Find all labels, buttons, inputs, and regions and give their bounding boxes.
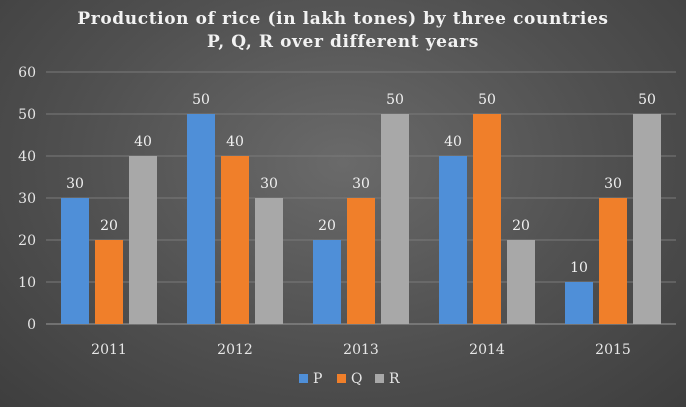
data-label: 20	[100, 218, 118, 234]
y-tick-label: 20	[18, 233, 36, 249]
data-label: 20	[512, 218, 530, 234]
legend-label-R: R	[389, 371, 400, 387]
y-tick-label: 30	[18, 191, 36, 207]
legend-label-Q: Q	[351, 371, 362, 387]
bar-Q-2011	[95, 240, 123, 324]
data-label: 50	[192, 92, 210, 108]
data-label: 30	[352, 176, 370, 192]
chart-title-line-1: Production of rice (in lakh tones) by th…	[77, 9, 609, 29]
data-label: 30	[260, 176, 278, 192]
bar-Q-2012	[221, 156, 249, 324]
y-tick-label: 60	[18, 65, 36, 81]
data-label: 40	[134, 134, 152, 150]
bar-R-2013	[381, 114, 409, 324]
data-label: 50	[638, 92, 656, 108]
bar-R-2014	[507, 240, 535, 324]
bar-P-2012	[187, 114, 215, 324]
bar-R-2012	[255, 198, 283, 324]
y-tick-label: 40	[18, 149, 36, 165]
x-tick-label: 2012	[217, 342, 253, 358]
legend-swatch-P	[299, 374, 308, 383]
data-label: 30	[604, 176, 622, 192]
data-label: 40	[444, 134, 462, 150]
data-label: 20	[318, 218, 336, 234]
chart-title-line-2: P, Q, R over different years	[207, 32, 479, 52]
bar-P-2011	[61, 198, 89, 324]
data-label: 30	[66, 176, 84, 192]
bar-Q-2014	[473, 114, 501, 324]
data-label: 50	[478, 92, 496, 108]
bar-Q-2015	[599, 198, 627, 324]
bar-P-2014	[439, 156, 467, 324]
y-tick-label: 10	[18, 275, 36, 291]
x-tick-label: 2011	[91, 342, 127, 358]
data-label: 50	[386, 92, 404, 108]
bar-Q-2013	[347, 198, 375, 324]
bar-R-2015	[633, 114, 661, 324]
data-label: 40	[226, 134, 244, 150]
bar-R-2011	[129, 156, 157, 324]
bar-P-2013	[313, 240, 341, 324]
chart-title: Production of rice (in lakh tones) by th…	[0, 8, 686, 54]
legend-label-P: P	[313, 371, 322, 387]
legend-swatch-R	[375, 374, 384, 383]
y-tick-label: 50	[18, 107, 36, 123]
bar-P-2015	[565, 282, 593, 324]
x-tick-label: 2013	[343, 342, 379, 358]
data-label: 10	[570, 260, 588, 276]
legend-swatch-Q	[337, 374, 346, 383]
y-tick-label: 0	[27, 317, 36, 333]
x-tick-label: 2014	[469, 342, 505, 358]
x-tick-label: 2015	[595, 342, 631, 358]
